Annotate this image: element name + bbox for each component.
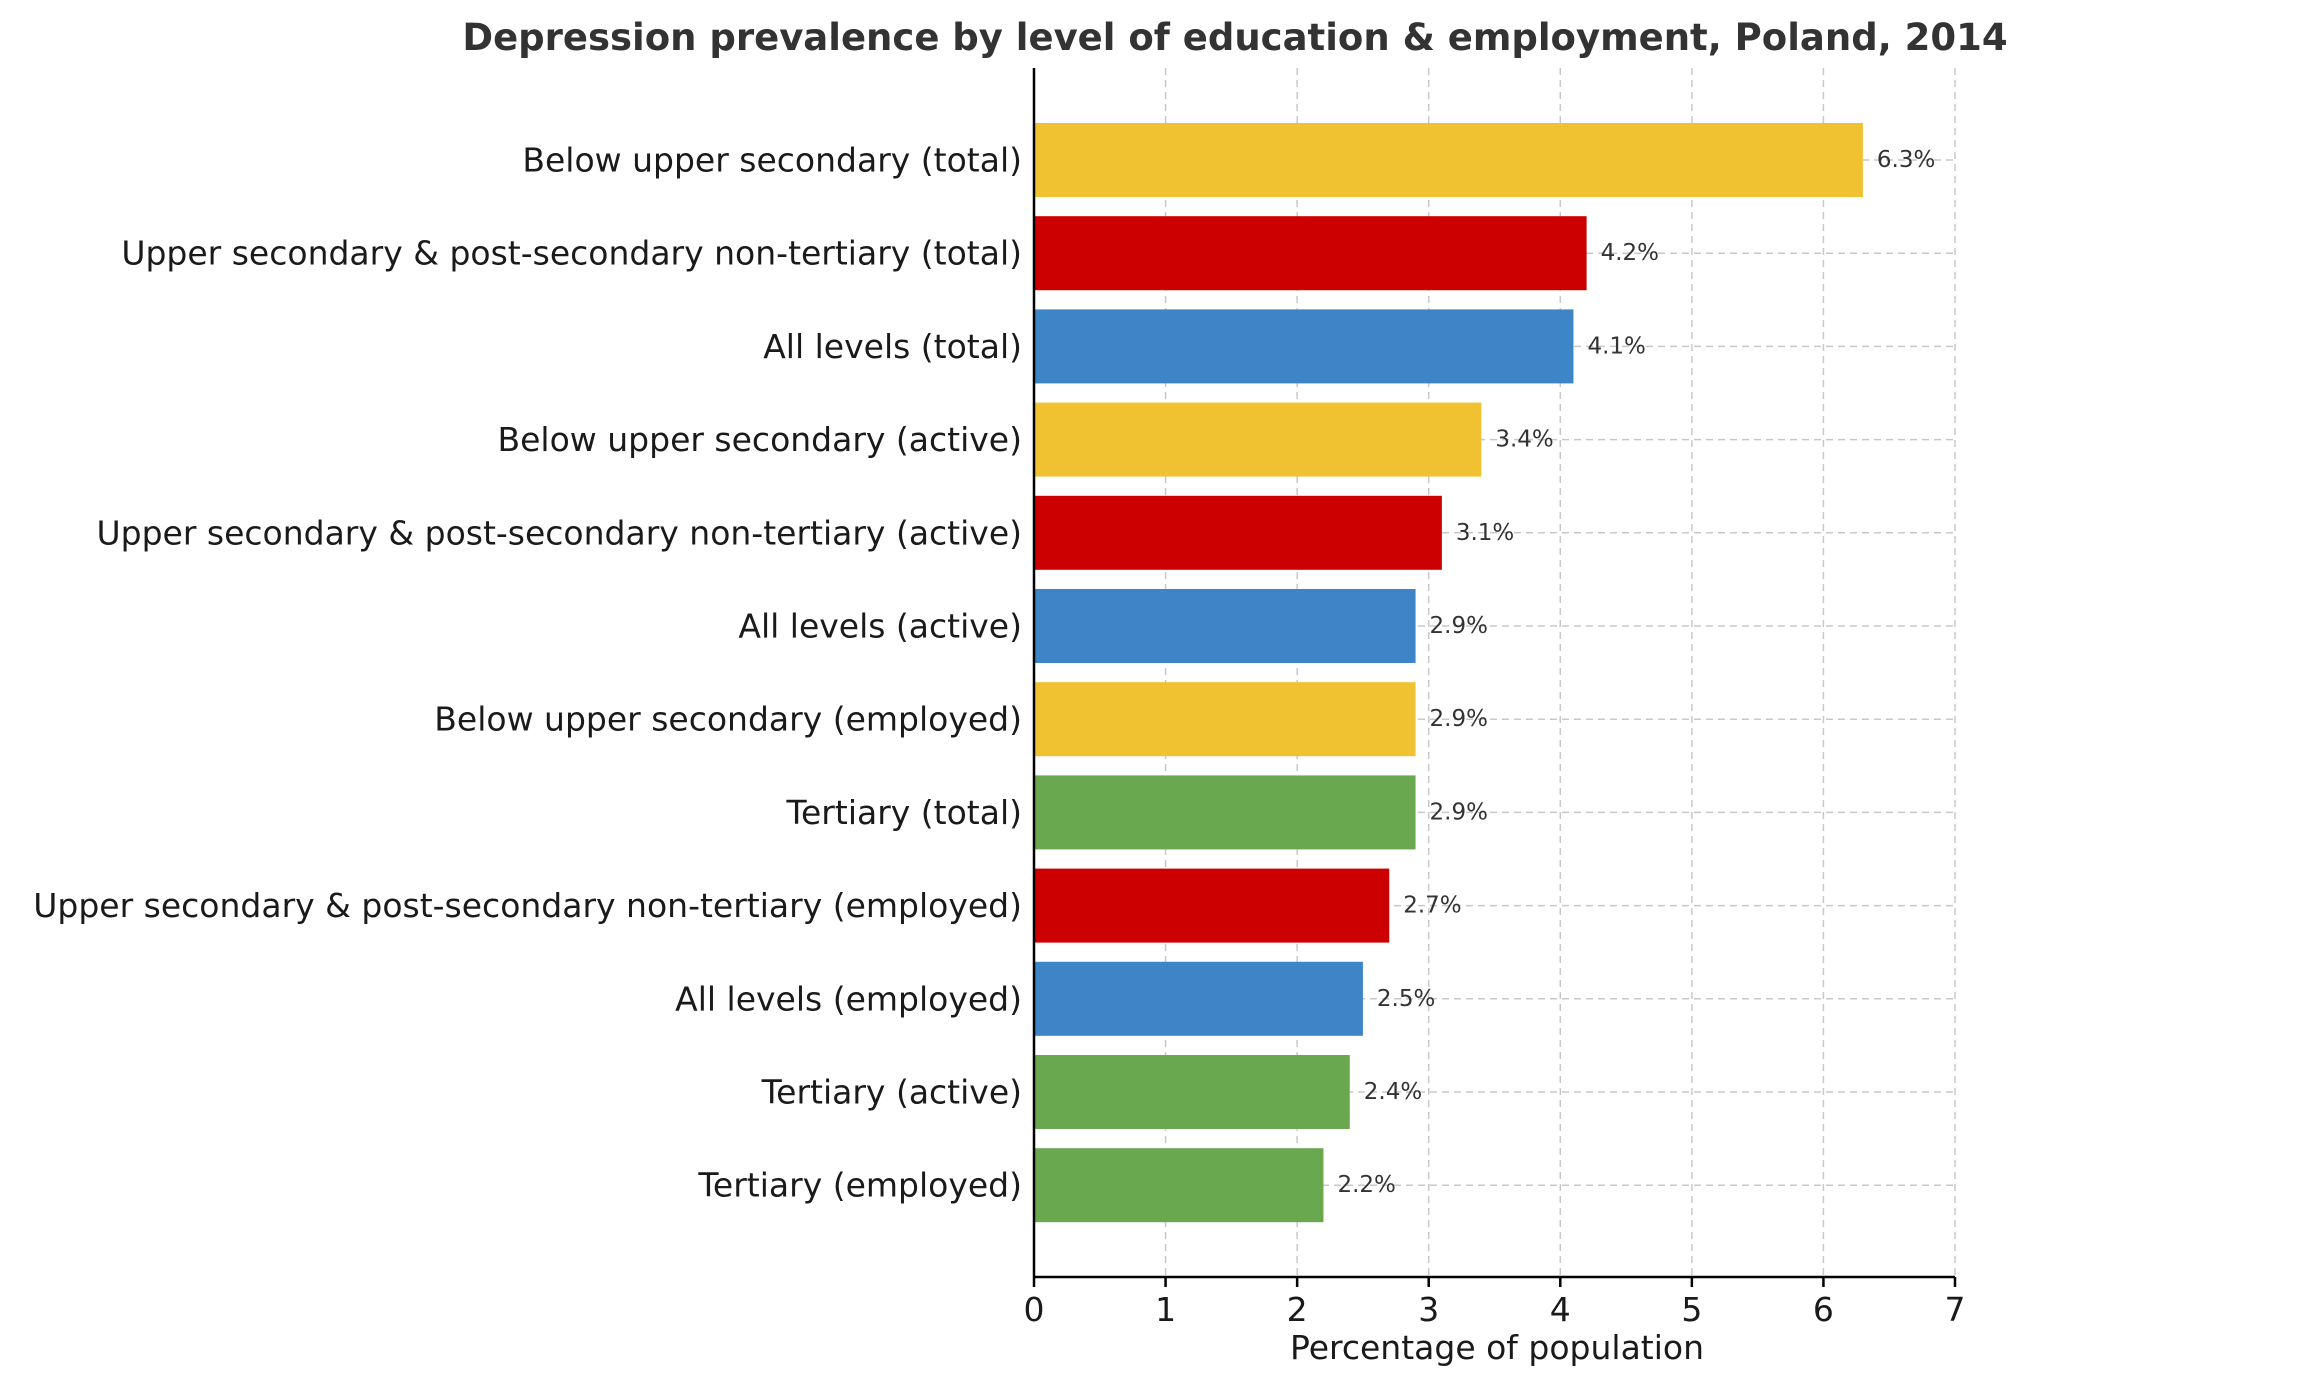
axes: 0 1 2 3 4 5 6 7 <box>1024 68 1966 1329</box>
data-label: 3.1% <box>1456 520 1514 546</box>
x-tick-label: 6 <box>1813 1290 1834 1329</box>
data-label: 2.5% <box>1377 986 1435 1012</box>
data-label: 2.9% <box>1430 799 1488 825</box>
category-label: Tertiary (active) <box>761 1073 1022 1112</box>
data-label: 2.4% <box>1364 1079 1422 1105</box>
category-label: All levels (total) <box>763 327 1022 366</box>
bars: Below upper secondary (total) 6.3% Upper s… <box>33 123 1935 1223</box>
category-label: Upper secondary & post-secondary non-ter… <box>96 513 1022 552</box>
category-label: Upper secondary & post-secondary non-ter… <box>121 234 1022 273</box>
chart-title: Depression prevalence by level of educat… <box>462 16 2007 59</box>
category-label: Below upper secondary (employed) <box>434 700 1022 739</box>
data-label: 2.9% <box>1430 613 1488 639</box>
bar <box>1034 495 1442 570</box>
data-label: 2.2% <box>1337 1172 1395 1198</box>
category-label: All levels (active) <box>738 607 1022 646</box>
bar <box>1034 589 1416 663</box>
data-label: 3.4% <box>1495 427 1553 453</box>
data-label: 4.1% <box>1587 333 1645 359</box>
x-tick-label: 3 <box>1418 1290 1439 1329</box>
x-tick-label: 4 <box>1550 1290 1571 1329</box>
bar <box>1034 682 1416 757</box>
bar <box>1034 216 1587 291</box>
category-label: Below upper secondary (total) <box>522 141 1022 180</box>
x-tick-label: 5 <box>1681 1290 1702 1329</box>
x-axis-title: Percentage of population <box>1290 1328 1704 1367</box>
data-label: 2.9% <box>1430 706 1488 732</box>
bar <box>1034 961 1363 1036</box>
data-label: 4.2% <box>1601 240 1659 266</box>
bar <box>1034 868 1390 943</box>
category-label: Upper secondary & post-secondary non-ter… <box>33 886 1022 925</box>
category-label: Tertiary (total) <box>785 793 1022 832</box>
bar <box>1034 309 1574 384</box>
x-tick-label: 2 <box>1287 1290 1308 1329</box>
category-label: Below upper secondary (active) <box>497 420 1022 459</box>
data-label: 2.7% <box>1403 893 1461 919</box>
bar <box>1034 1148 1324 1223</box>
x-tick-label: 0 <box>1024 1290 1045 1329</box>
bar <box>1034 775 1416 850</box>
bar <box>1034 1055 1350 1129</box>
bar <box>1034 402 1482 477</box>
category-label: Tertiary (employed) <box>697 1166 1022 1205</box>
bar <box>1034 123 1863 197</box>
x-tick-label: 7 <box>1945 1290 1966 1329</box>
x-tick-label: 1 <box>1155 1290 1176 1329</box>
data-label: 6.3% <box>1877 147 1935 173</box>
category-label: All levels (employed) <box>675 979 1022 1018</box>
